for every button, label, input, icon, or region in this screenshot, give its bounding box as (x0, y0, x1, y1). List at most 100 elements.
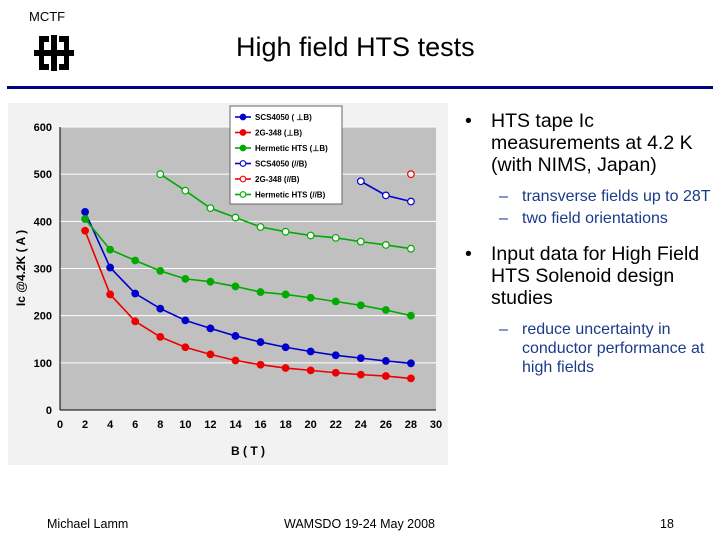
sub-bullet-item: – reduce uncertainty in conductor perfor… (458, 320, 716, 377)
data-point (356, 177, 365, 186)
data-point (356, 354, 365, 363)
x-tick-label: 8 (157, 419, 163, 431)
title-divider (7, 86, 713, 89)
y-tick-label: 400 (34, 216, 52, 228)
data-point (206, 204, 215, 213)
legend-label: Hermetic HTS (⊥B) (255, 144, 328, 153)
data-point (231, 356, 240, 365)
legend-marker (239, 160, 247, 167)
sub-bullet-text: reduce uncertainty in conductor performa… (522, 321, 705, 376)
footer-author: Michael Lamm (47, 517, 129, 531)
data-point (156, 170, 165, 179)
data-point (381, 191, 390, 200)
series-line (84, 218, 412, 317)
bullet-dot-icon: • (465, 243, 472, 265)
data-point (306, 293, 315, 302)
data-point (281, 343, 290, 352)
data-point (131, 256, 140, 265)
series-line (84, 230, 412, 380)
y-axis-label: Ic @4.2K ( A ) (14, 230, 28, 306)
x-tick-label: 28 (405, 419, 417, 431)
data-point (306, 366, 315, 375)
legend-marker (239, 191, 247, 198)
x-tick-label: 20 (305, 419, 317, 431)
data-point (231, 282, 240, 291)
legend-marker (239, 113, 247, 121)
bullet-dot-icon: • (465, 110, 472, 132)
data-point (356, 301, 365, 310)
data-point (331, 368, 340, 377)
x-tick-label: 6 (132, 419, 138, 431)
bullet-text: Input data for High Field HTS Solenoid d… (491, 243, 700, 309)
data-point (256, 288, 265, 296)
x-tick-label: 10 (179, 419, 191, 431)
data-point (306, 347, 315, 356)
data-point (356, 237, 365, 246)
sub-bullet-text: transverse fields up to 28T (522, 188, 711, 205)
data-point (407, 374, 415, 383)
x-tick-label: 0 (57, 419, 63, 431)
data-point (407, 197, 415, 206)
x-tick-label: 4 (107, 419, 114, 431)
data-point (331, 297, 340, 306)
sub-bullet-text: two field orientations (522, 210, 668, 227)
legend-marker (239, 144, 247, 152)
x-tick-label: 18 (279, 419, 291, 431)
bullet-item: • HTS tape Ic measurements at 4.2 K (wit… (458, 110, 716, 176)
bullet-list: • HTS tape Ic measurements at 4.2 K (wit… (458, 110, 716, 380)
y-tick-label: 100 (34, 358, 52, 370)
sub-bullet-item: – transverse fields up to 28T (458, 187, 716, 206)
data-point (106, 245, 115, 254)
bullet-item: • Input data for High Field HTS Solenoid… (458, 243, 716, 309)
legend-marker (239, 175, 247, 183)
data-point (206, 350, 215, 359)
data-point (256, 338, 265, 346)
y-tick-label: 200 (34, 311, 52, 323)
data-point (206, 277, 215, 286)
data-point (106, 290, 115, 299)
x-tick-label: 24 (355, 419, 368, 431)
data-point (381, 241, 390, 249)
y-tick-label: 300 (34, 264, 52, 276)
data-point (407, 244, 415, 253)
data-point (81, 226, 89, 235)
x-tick-label: 2 (82, 419, 88, 431)
fermilab-logo-icon (34, 35, 74, 71)
data-point (407, 359, 415, 368)
y-tick-label: 600 (34, 122, 52, 134)
data-point (381, 372, 390, 380)
chart-legend (229, 105, 343, 205)
data-point (81, 207, 89, 216)
data-point (206, 324, 215, 333)
dash-icon: – (499, 321, 508, 338)
data-point (407, 170, 415, 179)
x-tick-label: 14 (229, 419, 242, 431)
data-point (131, 289, 140, 298)
data-point (231, 213, 240, 222)
data-point (131, 317, 140, 326)
footer-event: WAMSDO 19-24 May 2008 (284, 517, 435, 531)
legend-label: Hermetic HTS (//B) (255, 191, 326, 200)
y-tick-label: 500 (34, 169, 52, 181)
page-title: High field HTS tests (236, 32, 475, 62)
data-point (407, 311, 415, 320)
data-point (106, 263, 115, 272)
data-point (381, 306, 390, 314)
data-point (181, 274, 190, 283)
data-point (381, 357, 390, 365)
data-point (281, 364, 290, 372)
dash-icon: – (499, 188, 508, 205)
data-point (306, 231, 315, 240)
data-point (331, 233, 340, 242)
org-label: MCTF (29, 9, 66, 24)
legend-label: 2G-348 (⊥B) (255, 129, 302, 138)
data-point (156, 304, 165, 313)
data-point (156, 332, 165, 341)
x-tick-label: 16 (254, 419, 266, 431)
data-point (231, 332, 240, 340)
data-point (156, 266, 165, 275)
data-point (281, 290, 290, 299)
x-tick-label: 12 (204, 419, 216, 431)
dash-icon: – (499, 210, 508, 227)
